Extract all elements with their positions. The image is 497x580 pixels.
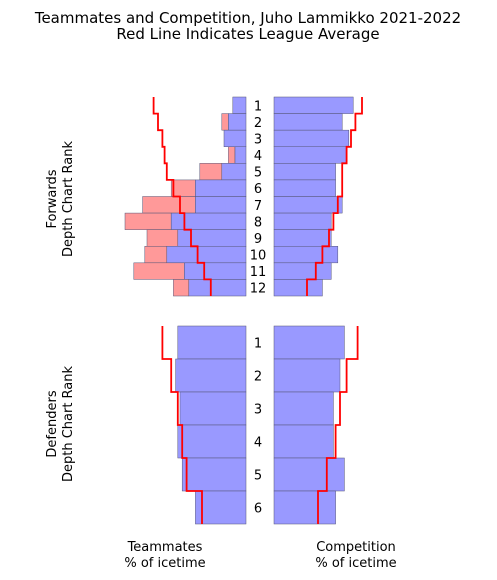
forwards-competition-bar-6: [273, 179, 336, 197]
defenders-teammates-bar-1: [177, 325, 247, 360]
defenders-competition-bar-3: [273, 391, 334, 426]
forwards-ylabel-line2: Depth Chart Rank: [61, 141, 76, 258]
defenders-panel: 1 2 3 4 5 6: [161, 325, 359, 525]
forwards-ylabel-line1: Forwards: [45, 169, 60, 228]
forwards-teammates-bar-7: [195, 196, 247, 214]
forwards-teammates-red-bar-5: [199, 163, 223, 181]
forwards-teammates-red-bar-4: [228, 146, 236, 164]
defenders-rank-label-3: 3: [254, 403, 262, 418]
forwards-teammates-red-bar-8: [124, 212, 172, 230]
forwards-competition-bar-10: [273, 246, 339, 264]
forwards-rank-label-1: 1: [254, 99, 262, 114]
teammates-xlabel-line1: Teammates: [127, 540, 203, 555]
forwards-teammates-red-bar-11: [133, 262, 185, 280]
forwards-competition-bar-5: [273, 163, 336, 181]
defenders-rank-label-2: 2: [254, 370, 262, 385]
chart-title-line2: Red Line Indicates League Average: [116, 25, 379, 43]
forwards-competition-bar-4: [273, 146, 347, 164]
forwards-teammates-red-bar-10: [144, 246, 168, 264]
forwards-teammates-bar-9: [177, 229, 247, 247]
forwards-competition-bar-12: [273, 279, 323, 297]
defenders-rank-label-6: 6: [254, 502, 262, 517]
forwards-teammates-bar-11: [184, 262, 247, 280]
forwards-competition-bar-8: [273, 212, 332, 230]
forwards-teammates-bar-8: [170, 212, 247, 230]
defenders-teammates-bar-3: [179, 391, 247, 426]
forwards-rank-label-7: 7: [254, 199, 262, 214]
defenders-rank-label-4: 4: [254, 436, 262, 451]
forwards-teammates-bar-1: [232, 96, 247, 114]
defenders-ylabel-line1: Defenders: [45, 390, 60, 457]
forwards-rank-label-10: 10: [250, 249, 267, 264]
forwards-competition-bar-3: [273, 129, 350, 148]
forwards-competition-bar-2: [273, 113, 343, 131]
forwards-teammates-bar-4: [234, 146, 247, 164]
defenders-teammates-bar-5: [181, 457, 247, 492]
forwards-rank-label-9: 9: [254, 232, 262, 247]
forwards-competition-bar-11: [273, 262, 332, 280]
defenders-ylabel-line2: Depth Chart Rank: [61, 366, 76, 483]
defenders-teammates-league-line: [161, 326, 203, 524]
defenders-competition-bar-1: [273, 325, 345, 360]
defenders-competition-bar-6: [273, 490, 336, 525]
forwards-rank-label-8: 8: [254, 215, 262, 230]
competition-xlabel-line2: % of icetime: [315, 556, 396, 571]
defenders-rank-label-5: 5: [254, 469, 262, 484]
forwards-teammates-red-bar-7: [142, 196, 196, 214]
teammates-xlabel-line2: % of icetime: [124, 556, 205, 571]
forwards-teammates-red-bar-6: [170, 179, 196, 197]
forwards-teammates-red-bar-12: [173, 279, 190, 297]
forwards-teammates-red-bar-2: [221, 113, 229, 131]
forwards-teammates-bar-10: [166, 246, 247, 264]
forwards-rank-label-2: 2: [254, 116, 262, 131]
forwards-rank-label-11: 11: [250, 265, 267, 280]
forwards-rank-label-5: 5: [254, 166, 262, 181]
defenders-teammates-bar-2: [175, 358, 247, 393]
defenders-teammates-bar-6: [195, 490, 247, 525]
forwards-rank-label-4: 4: [254, 149, 262, 164]
forwards-teammates-bar-2: [228, 113, 247, 131]
forwards-teammates-red-bar-9: [146, 229, 179, 247]
defenders-competition-bar-4: [273, 424, 334, 459]
defenders-teammates-bar-4: [177, 424, 247, 459]
forwards-competition-bar-7: [273, 196, 343, 214]
forwards-teammates-bar-3: [223, 129, 247, 148]
forwards-competition-bar-9: [273, 229, 332, 247]
forwards-rank-label-12: 12: [250, 282, 267, 297]
forwards-teammates-bar-5: [221, 163, 247, 181]
competition-xlabel-line1: Competition: [316, 540, 396, 555]
forwards-rank-label-3: 3: [254, 132, 262, 147]
forwards-teammates-league-line: [152, 97, 212, 296]
chart-title-line1: Teammates and Competition, Juho Lammikko…: [34, 9, 461, 27]
defenders-competition-bar-2: [273, 358, 341, 393]
forwards-competition-bar-1: [273, 96, 354, 114]
forwards-teammates-bar-12: [188, 279, 247, 297]
defenders-competition-bar-5: [273, 457, 345, 492]
defenders-competition-league-line: [317, 326, 359, 524]
forwards-rank-label-6: 6: [254, 182, 262, 197]
forwards-teammates-bar-6: [195, 179, 247, 197]
forwards-competition-league-line: [306, 97, 363, 296]
defenders-rank-label-1: 1: [254, 337, 262, 352]
